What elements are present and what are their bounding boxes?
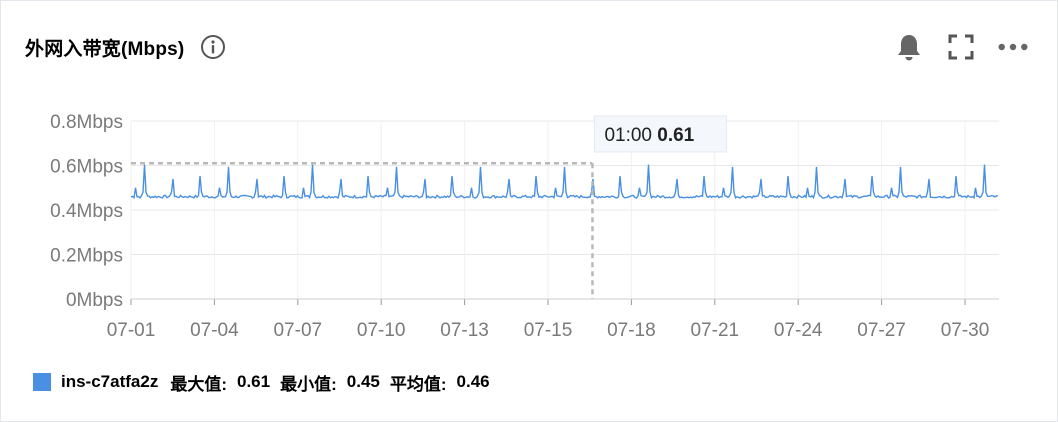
tooltip-time: 01:00 0.61 (604, 125, 694, 146)
chart-title: 外网入带宽(Mbps) (25, 38, 185, 60)
legend-min-value: 0.45 (346, 372, 380, 391)
series-line[interactable] (130, 164, 999, 200)
y-tick-label: 0Mbps (66, 290, 123, 311)
legend-max-value: 0.61 (237, 372, 271, 391)
x-tick-label: 07-18 (607, 320, 656, 341)
legend-series-name[interactable]: ins-c7atfa2z (61, 372, 159, 391)
tooltip-value: 0.61 (657, 125, 694, 146)
x-tick-label: 07-15 (524, 320, 573, 341)
legend-avg-label: 平均值: (389, 374, 447, 394)
chart-area[interactable]: 0Mbps 0.2Mbps 0.4Mbps 0.6Mbps 0.8Mbps 07-01 07… (1, 96, 1058, 346)
x-tick-label: 07-04 (190, 320, 239, 341)
x-tick-label: 07-01 (107, 320, 156, 341)
x-tick-label: 07-10 (357, 320, 406, 341)
more-icon[interactable] (997, 31, 1029, 63)
line-chart[interactable]: 0Mbps 0.2Mbps 0.4Mbps 0.6Mbps 0.8Mbps 07-01 07… (1, 96, 1058, 346)
y-tick-label: 0.8Mbps (50, 112, 123, 133)
y-tick-label: 0.4Mbps (50, 201, 123, 222)
y-tick-label: 0.6Mbps (50, 157, 123, 178)
x-tick-label: 07-24 (774, 320, 823, 341)
legend-avg-value: 0.46 (456, 372, 490, 391)
legend-max-label: 最大值: (170, 374, 227, 394)
info-icon[interactable] (200, 34, 226, 60)
card-header: 外网入带宽(Mbps) (25, 29, 1033, 65)
toolbar (893, 29, 1029, 65)
legend: ins-c7atfa2z 最大值: 0.61 最小值: 0.45 平均值: 0.… (33, 367, 500, 397)
x-tick-label: 07-30 (941, 320, 990, 341)
bell-icon[interactable] (893, 31, 925, 63)
x-tick-label: 07-21 (690, 320, 739, 341)
tooltip-box (593, 115, 727, 153)
legend-min-label: 最小值: (280, 374, 337, 394)
x-tick-label: 07-07 (273, 320, 322, 341)
y-tick-label: 0.2Mbps (50, 246, 123, 267)
x-tick-label: 07-27 (857, 320, 906, 341)
x-tick-label: 07-13 (440, 320, 489, 341)
legend-swatch[interactable] (33, 373, 51, 391)
fullscreen-icon[interactable] (945, 31, 977, 63)
